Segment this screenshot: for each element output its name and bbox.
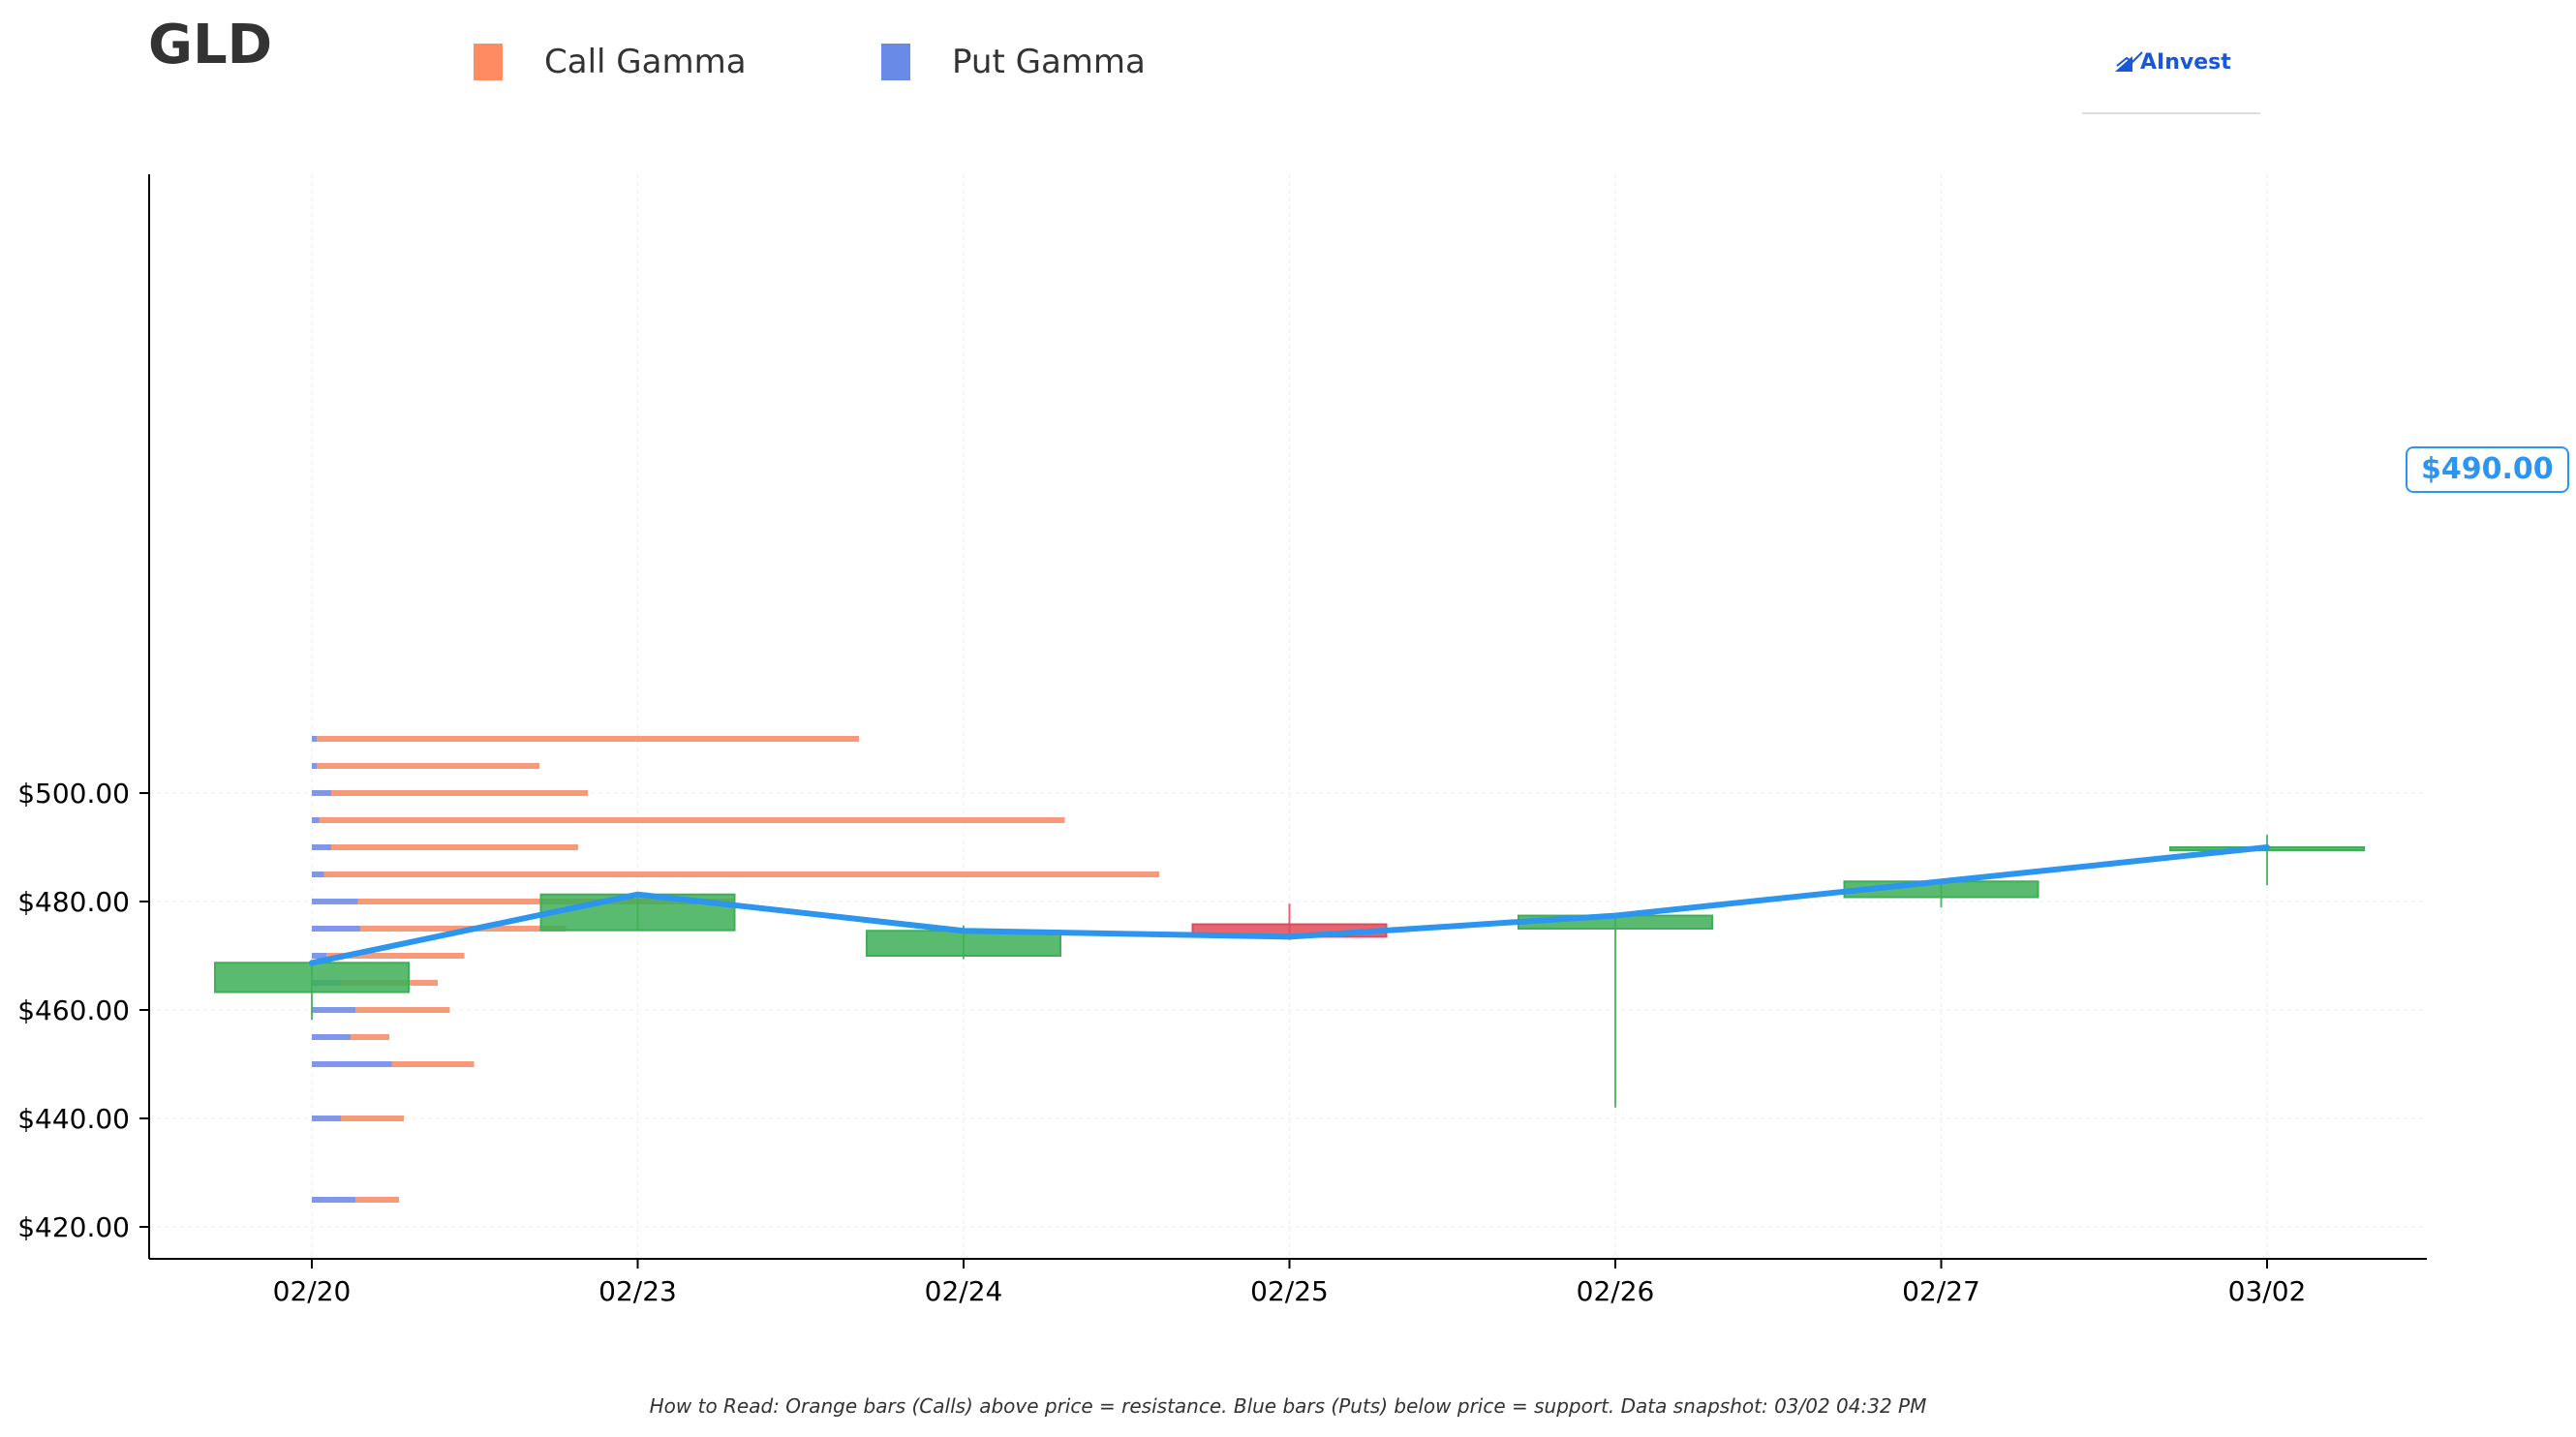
call-gamma-bar (355, 1197, 399, 1203)
x-tick-label: 02/27 (1902, 1275, 1980, 1307)
gamma-bars (312, 736, 1159, 1203)
candle-body (866, 930, 1061, 957)
grid-lines (149, 174, 2427, 1259)
x-tick-label: 02/26 (1577, 1275, 1655, 1307)
call-gamma-bar (355, 1007, 450, 1013)
x-tick-label: 02/23 (598, 1275, 677, 1307)
y-tick-label: $420.00 (17, 1211, 130, 1243)
put-gamma-bar (312, 1007, 355, 1013)
price-line (309, 844, 2270, 966)
put-gamma-bar (312, 1061, 392, 1067)
x-tick-label: 03/02 (2228, 1275, 2307, 1307)
brand-name: AInvest (2140, 50, 2231, 75)
call-gamma-bar (317, 736, 859, 742)
put-gamma-bar (312, 817, 320, 823)
legend-item-put-gamma: Put Gamma (881, 39, 1146, 85)
call-gamma-bar (331, 790, 588, 796)
put-gamma-bar (312, 790, 331, 796)
legend-swatch-put (881, 44, 910, 80)
y-tick-label: $480.00 (17, 886, 130, 918)
x-tick-label: 02/24 (925, 1275, 1003, 1307)
legend-swatch-call (474, 44, 503, 80)
x-tick-label: 02/25 (1250, 1275, 1329, 1307)
call-gamma-bar (323, 871, 1159, 877)
legend-label-call: Call Gamma (544, 43, 747, 81)
put-gamma-bar (312, 844, 331, 850)
put-gamma-bar (312, 1116, 341, 1121)
x-tick-label: 02/20 (273, 1275, 352, 1307)
call-gamma-bar (319, 817, 1065, 823)
call-gamma-bar (341, 1116, 404, 1121)
put-gamma-bar (312, 926, 360, 932)
put-gamma-bar (312, 736, 317, 742)
put-gamma-bar (312, 1197, 355, 1203)
brand-chart-icon (2115, 51, 2143, 72)
call-gamma-bar (317, 763, 539, 769)
put-gamma-bar (312, 953, 326, 959)
candle-body (214, 962, 410, 994)
call-gamma-bar (391, 1061, 475, 1067)
current-price-badge: $490.00 (2406, 446, 2569, 493)
y-tick-label: $500.00 (17, 778, 130, 810)
call-gamma-bar (331, 844, 578, 850)
legend-item-call-gamma: Call Gamma (474, 39, 747, 85)
ticker-symbol: GLD (148, 14, 273, 76)
put-gamma-bar (312, 899, 358, 904)
axes: $420.00 $440.00 $460.00 $480.00 $500.00 02/20… (17, 174, 2427, 1307)
put-gamma-bar (312, 1034, 351, 1040)
legend-label-put: Put Gamma (952, 43, 1146, 81)
brand-logo: AInvest (2082, 46, 2260, 114)
y-tick-label: $460.00 (17, 994, 130, 1026)
call-gamma-bar (326, 953, 465, 959)
call-gamma-bar (351, 1034, 389, 1040)
footnote: How to Read: Orange bars (Calls) above p… (649, 1394, 1927, 1418)
y-tick-label: $440.00 (17, 1103, 130, 1135)
put-gamma-bar (312, 871, 324, 877)
price-line-group (309, 844, 2270, 966)
put-gamma-bar (312, 763, 317, 769)
